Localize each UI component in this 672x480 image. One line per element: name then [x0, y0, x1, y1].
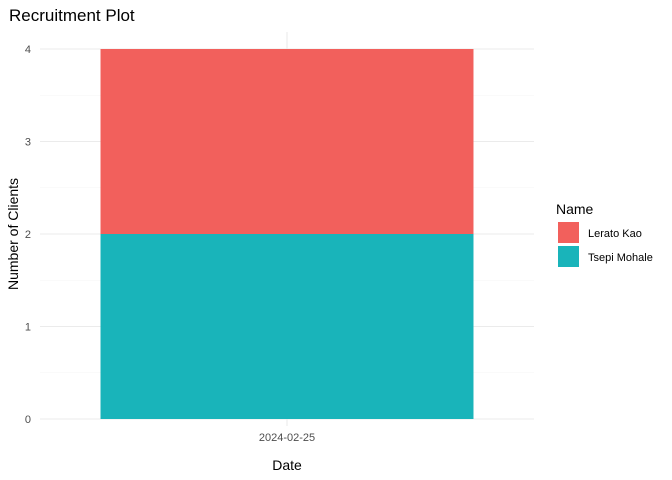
- y-tick-label: 3: [25, 137, 31, 149]
- legend-swatch: [558, 222, 579, 243]
- legend-title: Name: [556, 201, 594, 217]
- y-axis-title: Number of Clients: [5, 178, 21, 290]
- legend: Name Lerato Kao Tsepi Mohale: [556, 201, 653, 267]
- x-tick-label: 2024-02-25: [259, 432, 315, 444]
- y-tick-label: 0: [25, 414, 31, 426]
- bar-segment-lerato-kao: [100, 49, 474, 234]
- y-tick-label: 2: [25, 229, 31, 241]
- legend-label: Tsepi Mohale: [588, 252, 653, 264]
- legend-swatch: [558, 246, 579, 267]
- y-tick-label: 4: [25, 44, 31, 56]
- x-axis-title: Date: [272, 457, 302, 473]
- chart-title: Recruitment Plot: [9, 6, 135, 25]
- tick-labels: 2024-02-25 0 1 2 3 4: [25, 44, 315, 444]
- legend-label: Lerato Kao: [588, 228, 642, 240]
- y-tick-label: 1: [25, 322, 31, 334]
- bar-segment-tsepi-mohale: [100, 234, 474, 419]
- bars: [100, 49, 474, 419]
